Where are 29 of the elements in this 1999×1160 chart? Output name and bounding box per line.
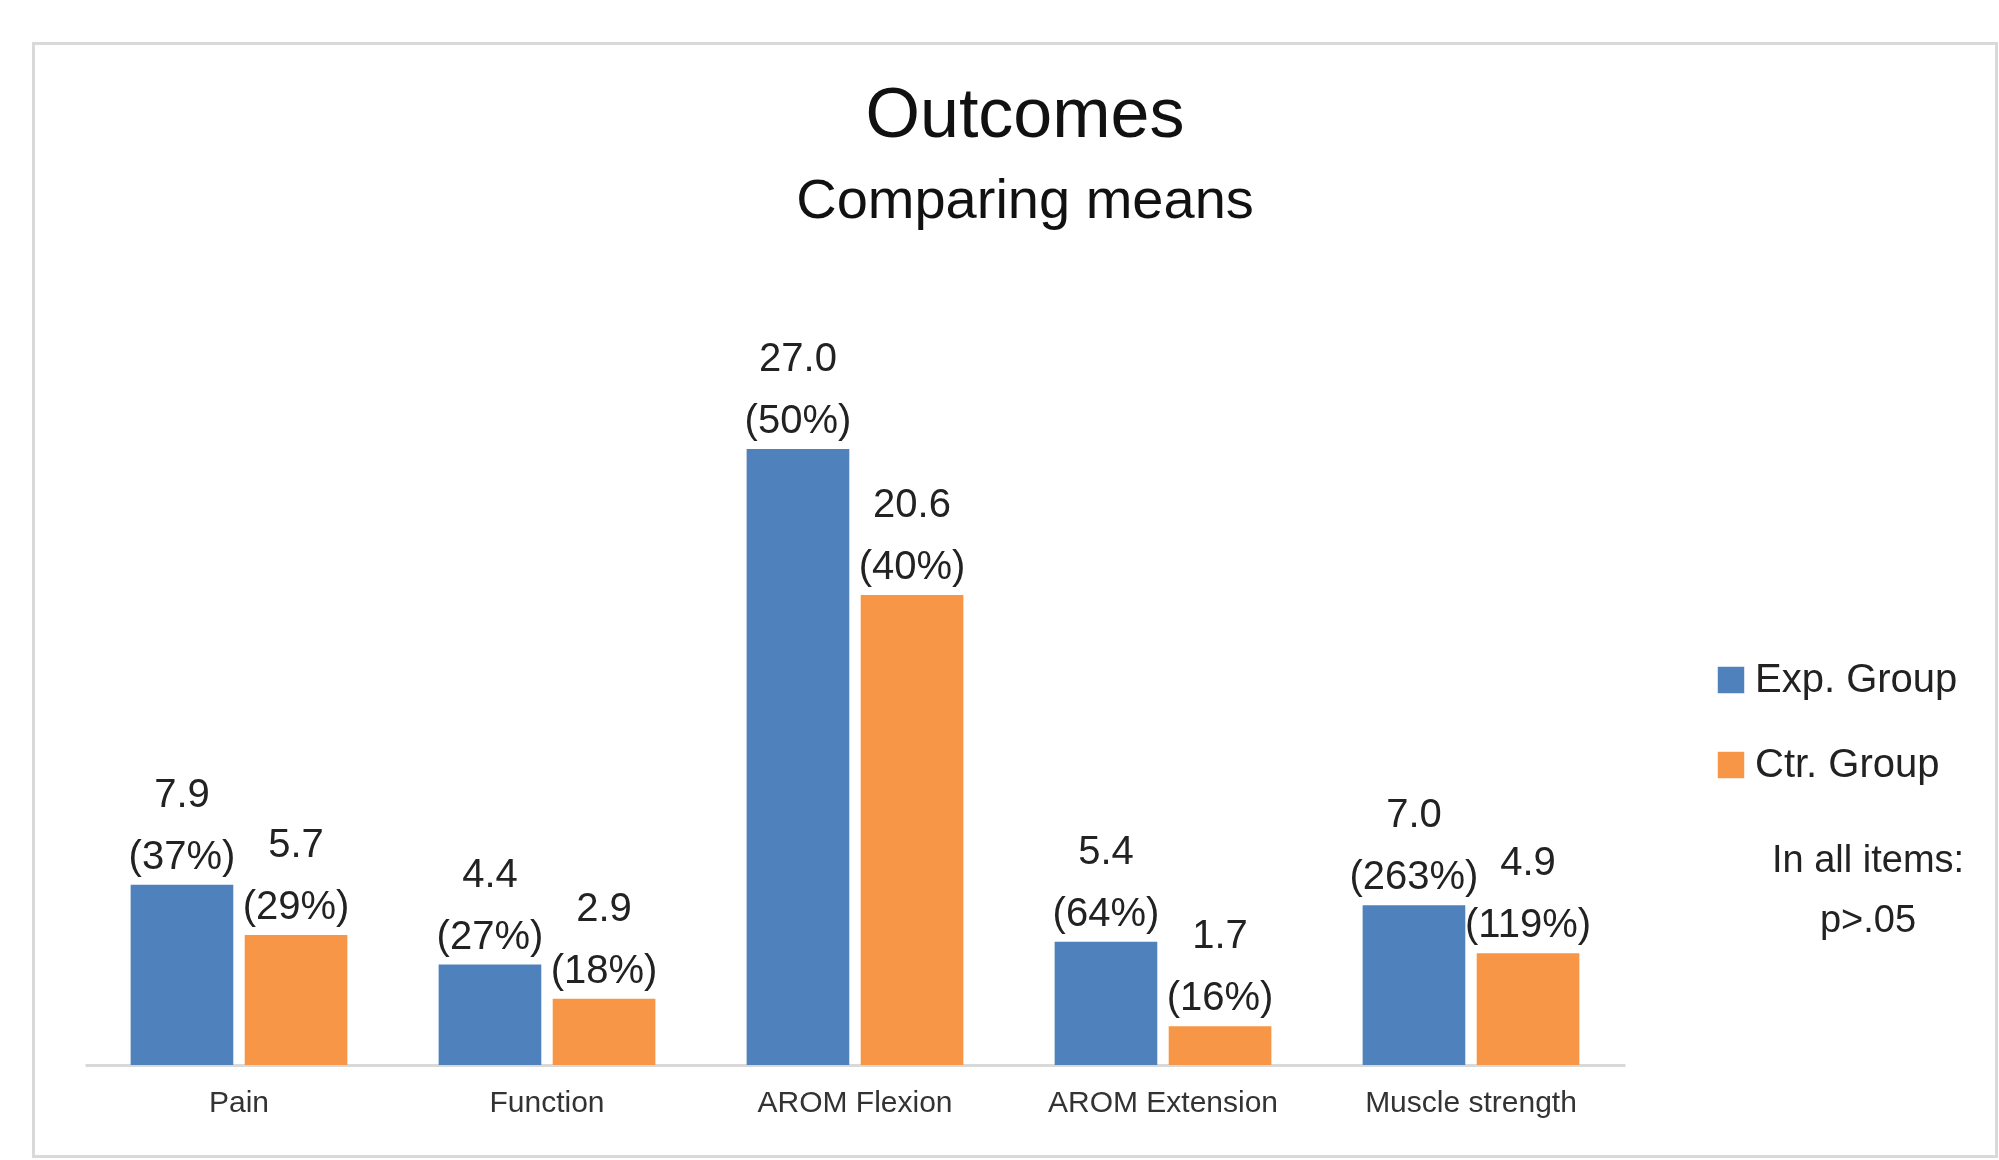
data-label: 1.7 (16%) (1166, 912, 1274, 1019)
data-label: 4.4 (27%) (436, 850, 544, 957)
bar (746, 449, 850, 1065)
data-label: 27.0 (50%) (744, 335, 852, 441)
data-label: 5.7 (29%) (242, 820, 350, 927)
legend-label: Exp. Group (1755, 656, 1958, 700)
data-label: 5.4 (64%) (1052, 827, 1160, 934)
x-tick-label: Function (489, 1084, 605, 1118)
x-tick-label: Muscle strength (1365, 1084, 1577, 1118)
data-label: 7.9 (37%) (128, 770, 236, 877)
data-label: 7.0 (263%) (1349, 791, 1479, 898)
bar (860, 595, 964, 1065)
legend-label: Ctr. Group (1755, 741, 1940, 785)
chart-subtitle: Comparing means (796, 167, 1254, 230)
data-label: 20.6 (40%) (858, 481, 966, 588)
data-label: 2.9 (18%) (550, 884, 658, 991)
x-tick-label: Pain (208, 1084, 270, 1118)
chart-title: Outcomes (865, 74, 1185, 152)
bar (438, 964, 542, 1065)
bar (1054, 941, 1158, 1065)
bar (244, 934, 348, 1065)
text: In all items: p>.05 (1771, 838, 1965, 940)
x-tick-label: AROM Extension (1047, 1084, 1279, 1118)
bar (552, 998, 656, 1065)
x-tick-label: AROM Flexion (757, 1084, 953, 1118)
bar (1476, 953, 1580, 1065)
bar (1168, 1026, 1272, 1065)
bar (1362, 905, 1466, 1065)
bar (130, 884, 234, 1065)
